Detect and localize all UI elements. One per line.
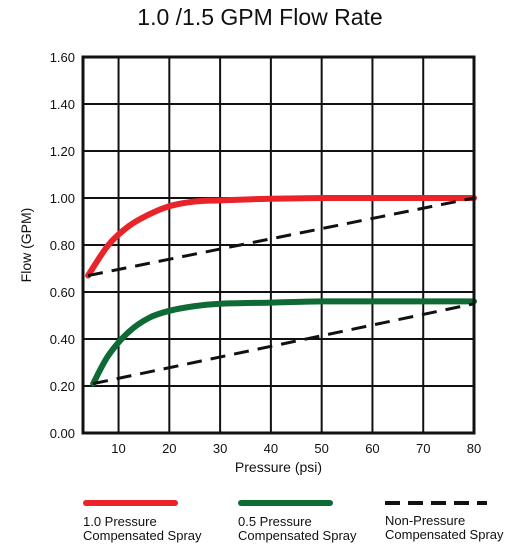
legend-swatch	[238, 500, 333, 506]
legend-label: 1.0 Pressure Compensated Spray	[83, 514, 202, 543]
x-tick-label: 50	[314, 441, 328, 456]
y-tick-label: 0.20	[50, 379, 75, 394]
x-tick-label: 80	[467, 441, 481, 456]
legend-swatch	[385, 501, 487, 505]
legend-swatch	[83, 500, 178, 506]
y-axis-label: Flow (GPM)	[18, 208, 34, 283]
legend-label: Non-Pressure Compensated Spray	[385, 513, 504, 542]
y-tick-label: 0.40	[50, 332, 75, 347]
y-tick-label: 0.80	[50, 238, 75, 253]
y-tick-label: 1.20	[50, 144, 75, 159]
grid	[83, 56, 475, 434]
y-tick-label: 0.00	[50, 426, 75, 441]
legend-item-1-0-pcs: 1.0 Pressure Compensated Spray	[83, 500, 233, 543]
tick-labels: 0.00 0.20 0.40 0.60 0.80 1.00 1.20 1.40 1.60 10 20…	[50, 50, 482, 456]
x-tick-label: 30	[213, 441, 227, 456]
chart-title: 1.0 /1.5 GPM Flow Rate	[137, 4, 383, 30]
y-tick-label: 1.00	[50, 191, 75, 206]
x-tick-label: 20	[162, 441, 176, 456]
series-line-3	[92, 302, 475, 386]
x-tick-label: 60	[365, 441, 379, 456]
x-tick-label: 40	[264, 441, 278, 456]
x-tick-label: 10	[111, 441, 125, 456]
x-axis-label: Pressure (psi)	[235, 459, 322, 475]
legend-item-0-5-pcs: 0.5 Pressure Compensated Spray	[238, 500, 388, 543]
series-line-0	[85, 194, 477, 279]
series-lines	[85, 194, 477, 387]
y-tick-label: 1.60	[50, 50, 75, 65]
series-line-2	[87, 196, 475, 278]
y-tick-label: 1.40	[50, 97, 75, 112]
y-tick-label: 0.60	[50, 285, 75, 300]
legend-label: 0.5 Pressure Compensated Spray	[238, 514, 357, 543]
x-tick-label: 70	[416, 441, 430, 456]
legend-item-non-pcs: Non-Pressure Compensated Spray	[385, 500, 520, 542]
series-line-1	[90, 298, 477, 387]
plot-frame	[81, 55, 476, 435]
